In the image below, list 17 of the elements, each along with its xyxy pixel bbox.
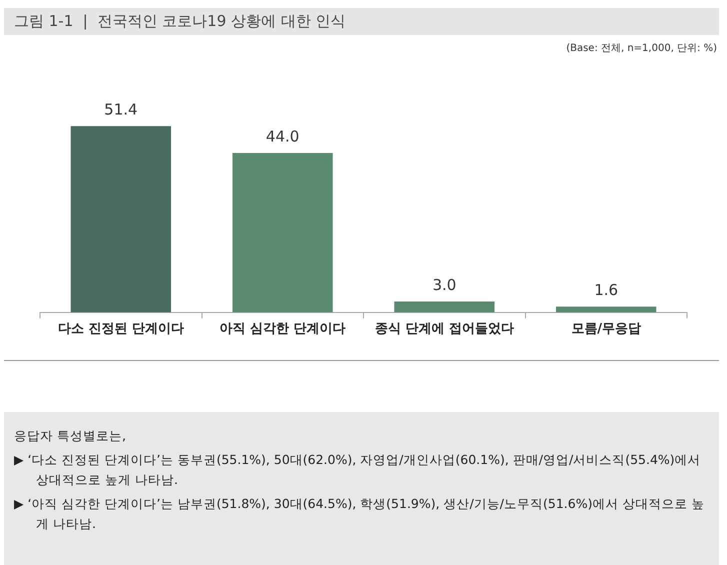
data-label: 44.0 <box>266 127 300 146</box>
text: 응답자 특성별로는, <box>14 427 127 445</box>
bar <box>232 152 333 312</box>
x-tick-label: 다소 진정된 단계이다 <box>58 322 184 337</box>
text: ▶ ‘다소 진정된 단계이다’는 동부권(55.1%), 50대(62.0%), 자영업/개인사업(60.1%), 판매/영업/서비스직(55.4%)에서 상대적으로 높게 나타남. <box>14 451 702 489</box>
data-label: 1.6 <box>594 280 618 299</box>
bar <box>394 302 495 312</box>
x-tick-label: 모름/무응답 <box>571 322 641 337</box>
data-label: 3.0 <box>432 276 456 294</box>
x-tick-label: 아직 심각한 단계이다 <box>220 322 346 337</box>
text: (Base: 전체, n=1,000, 단위: %) <box>565 42 717 55</box>
data-label: 51.4 <box>104 100 138 119</box>
bar <box>556 306 656 312</box>
x-tick-label: 종식 단계에 접어들었다 <box>374 322 514 337</box>
text: ▶ ‘아직 심각한 단계이다’는 남부권(51.8%), 30대(64.5%), 학생(51.9%), 생산/기능/노무직(51.6%)에서 상대적으로 높게 나타남. <box>14 495 706 533</box>
bar <box>70 126 172 312</box>
chart-title: 그림 1-1 | 전국적인 코로나19 상황에 대한 인식 <box>4 8 719 35</box>
